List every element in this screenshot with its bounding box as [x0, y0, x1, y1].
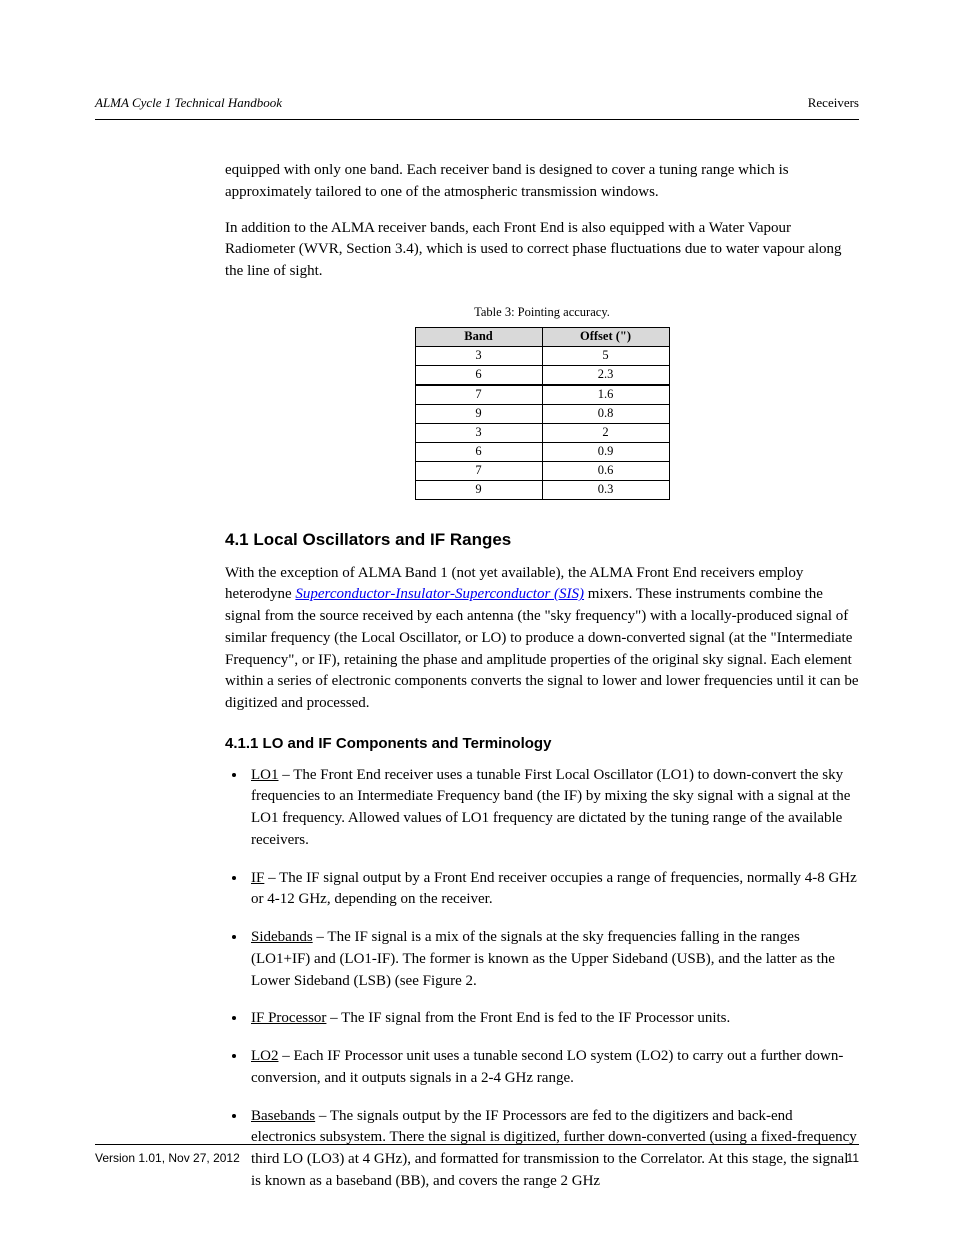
- page-body: equipped with only one band. Each receiv…: [95, 160, 859, 1193]
- table-cell: 5: [542, 346, 669, 365]
- table-row: 60.9: [415, 442, 669, 461]
- subsection-heading: 4.1.1 LO and IF Components and Terminolo…: [225, 733, 859, 755]
- section-heading: 4.1 Local Oscillators and IF Ranges: [225, 528, 859, 553]
- table-cell: 7: [415, 461, 542, 480]
- table-row: 32: [415, 423, 669, 442]
- term-label: Sidebands: [251, 929, 313, 945]
- table-header-row: Band Offset ("): [415, 327, 669, 346]
- footer-version: Version 1.01, Nov 27, 2012: [95, 1151, 240, 1165]
- section-paragraph-1: With the exception of ALMA Band 1 (not y…: [225, 563, 859, 715]
- table-header-band: Band: [415, 327, 542, 346]
- terminology-list: LO1 – The Front End receiver uses a tuna…: [225, 765, 859, 1193]
- term-text: – The IF signal from the Front End is fe…: [326, 1010, 730, 1026]
- table-cell: 0.8: [542, 404, 669, 423]
- pointing-accuracy-table: Band Offset (") 3562.371.690.83260.970.6…: [415, 327, 670, 500]
- term-label: LO2: [251, 1048, 279, 1064]
- term-label: Basebands: [251, 1108, 315, 1124]
- table-cell: 0.9: [542, 442, 669, 461]
- table-cell: 2: [542, 423, 669, 442]
- table-row: 35: [415, 346, 669, 365]
- table-row: 62.3: [415, 365, 669, 385]
- page-header: ALMA Cycle 1 Technical Handbook Receiver…: [95, 95, 859, 120]
- term-label: IF: [251, 870, 264, 886]
- term-text: – Each IF Processor unit uses a tunable …: [251, 1048, 843, 1086]
- table-cell: 2.3: [542, 365, 669, 385]
- sis-reference-link[interactable]: Superconductor-Insulator-Superconductor …: [295, 586, 584, 602]
- table-cell: 9: [415, 404, 542, 423]
- header-section: Receivers: [808, 95, 859, 111]
- term-text: – The IF signal output by a Front End re…: [251, 870, 857, 908]
- intro-paragraph-2: In addition to the ALMA receiver bands, …: [225, 218, 859, 283]
- table-cell: 9: [415, 480, 542, 499]
- list-item: IF – The IF signal output by a Front End…: [247, 868, 859, 912]
- table-cell: 1.6: [542, 385, 669, 405]
- list-item: LO1 – The Front End receiver uses a tuna…: [247, 765, 859, 852]
- table-row: 71.6: [415, 385, 669, 405]
- table-cell: 6: [415, 365, 542, 385]
- page-footer: Version 1.01, Nov 27, 2012 11: [95, 1144, 859, 1165]
- table-row: 70.6: [415, 461, 669, 480]
- table-row: 90.3: [415, 480, 669, 499]
- term-label: IF Processor: [251, 1010, 326, 1026]
- footer-page-number: 11: [847, 1151, 859, 1165]
- table-cell: 0.3: [542, 480, 669, 499]
- term-text: – The IF signal is a mix of the signals …: [251, 929, 835, 989]
- term-label: LO1: [251, 767, 279, 783]
- term-text: – The Front End receiver uses a tunable …: [251, 767, 850, 848]
- page: ALMA Cycle 1 Technical Handbook Receiver…: [0, 0, 954, 1235]
- list-item: Sidebands – The IF signal is a mix of th…: [247, 927, 859, 992]
- p1-suffix: mixers. These instruments combine the si…: [225, 586, 859, 711]
- table-row: 90.8: [415, 404, 669, 423]
- list-item: IF Processor – The IF signal from the Fr…: [247, 1008, 859, 1030]
- table-cell: 7: [415, 385, 542, 405]
- table-header-offset: Offset ("): [542, 327, 669, 346]
- header-doc-title: ALMA Cycle 1 Technical Handbook: [95, 95, 282, 111]
- table-cell: 0.6: [542, 461, 669, 480]
- intro-paragraph-1: equipped with only one band. Each receiv…: [225, 160, 859, 204]
- table-cell: 6: [415, 442, 542, 461]
- table-cell: 3: [415, 346, 542, 365]
- table-wrapper: Band Offset (") 3562.371.690.83260.970.6…: [225, 327, 859, 500]
- table-caption: Table 3: Pointing accuracy.: [225, 303, 859, 321]
- table-cell: 3: [415, 423, 542, 442]
- list-item: LO2 – Each IF Processor unit uses a tuna…: [247, 1046, 859, 1090]
